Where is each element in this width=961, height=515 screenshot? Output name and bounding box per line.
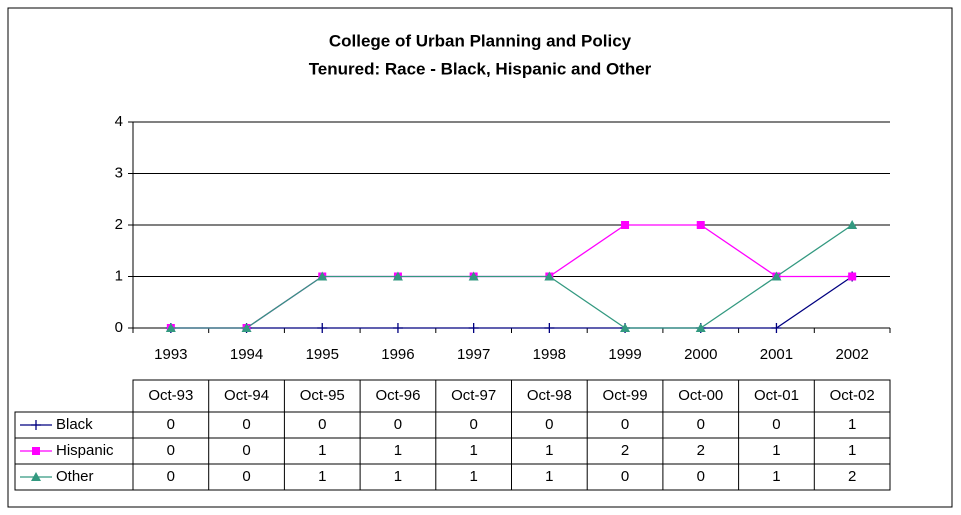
marker (31, 420, 41, 430)
table-cell: 0 (697, 416, 705, 433)
marker (241, 323, 252, 332)
table-cell: 1 (545, 442, 553, 459)
y-tick-label: 4 (115, 113, 123, 130)
x-tick-label: 2001 (760, 346, 793, 363)
table-cell: 2 (848, 468, 856, 485)
marker (771, 271, 782, 281)
table-cell: 1 (772, 442, 780, 459)
table-cell: 0 (545, 416, 553, 433)
table-cell: 2 (697, 442, 705, 459)
x-tick-label: 2000 (684, 346, 717, 363)
legend-label: Other (56, 468, 94, 485)
marker (392, 323, 403, 333)
x-tick-label: 1993 (154, 346, 187, 363)
table-body-border (14, 411, 891, 491)
marker (32, 447, 40, 455)
marker (317, 323, 328, 333)
series-line (170, 275, 853, 329)
chart-subtitle: Tenured: Race - Black, Hispanic and Othe… (309, 59, 652, 78)
x-tick-label: 1995 (306, 346, 339, 363)
marker (544, 323, 555, 333)
table-cell: 0 (242, 468, 250, 485)
x-tick-label: 1999 (608, 346, 641, 363)
marker (696, 221, 705, 229)
table-cell: 0 (621, 416, 629, 433)
table-cell: 1 (318, 468, 326, 485)
table-column-header: Oct-00 (678, 387, 723, 404)
marker (468, 323, 479, 333)
marker (848, 272, 857, 281)
marker (847, 220, 858, 229)
y-tick-label: 1 (115, 267, 123, 284)
marker (544, 271, 555, 281)
table-cell: 1 (545, 468, 553, 485)
x-tick-label: 2002 (835, 346, 868, 363)
legend-label: Black (56, 416, 93, 433)
chart-title: College of Urban Planning and Policy (329, 31, 632, 50)
marker (392, 271, 403, 281)
marker (771, 323, 782, 333)
table-column-header: Oct-02 (830, 387, 875, 404)
table-cell: 0 (394, 416, 402, 433)
table-cell: 0 (697, 468, 705, 485)
marker (317, 271, 328, 281)
table-column-header: Oct-96 (375, 387, 420, 404)
x-tick-label: 1997 (457, 346, 490, 363)
table-cell: 0 (242, 442, 250, 459)
x-tick-label: 1998 (533, 346, 566, 363)
table-cell: 0 (318, 416, 326, 433)
table-cell: 1 (848, 442, 856, 459)
table-column-header: Oct-99 (603, 387, 648, 404)
marker (31, 472, 41, 481)
chart-border (7, 7, 953, 508)
table-cell: 0 (621, 468, 629, 485)
table-cell: 0 (167, 442, 175, 459)
table-cell: 1 (394, 442, 402, 459)
table-cell: 1 (772, 468, 780, 485)
y-tick-label: 2 (115, 216, 123, 233)
table-cell: 2 (621, 442, 629, 459)
table-column-header: Oct-95 (300, 387, 345, 404)
marker (620, 323, 631, 332)
table-cell: 1 (394, 468, 402, 485)
marker (695, 323, 706, 332)
table-cell: 0 (469, 416, 477, 433)
table-column-header: Oct-97 (451, 387, 496, 404)
table-cell: 1 (318, 442, 326, 459)
table-column-header: Oct-93 (148, 387, 193, 404)
table-cell: 0 (167, 468, 175, 485)
y-tick-label: 0 (115, 319, 123, 336)
table-column-header: Oct-98 (527, 387, 572, 404)
marker (468, 271, 479, 281)
x-tick-label: 1996 (381, 346, 414, 363)
y-tick-label: 3 (115, 164, 123, 181)
table-cell: 1 (469, 468, 477, 485)
series-line (170, 224, 853, 329)
marker (165, 323, 176, 332)
table-cell: 0 (242, 416, 250, 433)
legend-label: Hispanic (56, 442, 114, 459)
table-column-header: Oct-94 (224, 387, 269, 404)
table-cell: 0 (772, 416, 780, 433)
marker (621, 221, 630, 229)
table-cell: 1 (848, 416, 856, 433)
table-cell: 0 (167, 416, 175, 433)
x-tick-label: 1994 (230, 346, 263, 363)
table-cell: 1 (469, 442, 477, 459)
table-column-header: Oct-01 (754, 387, 799, 404)
